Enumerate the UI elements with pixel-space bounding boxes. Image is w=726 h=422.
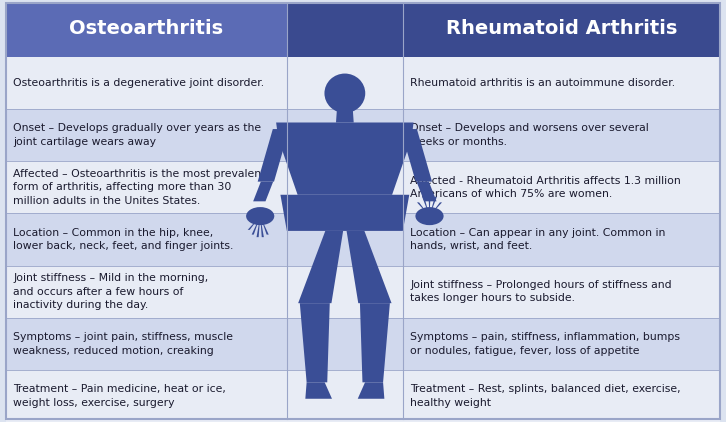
FancyBboxPatch shape: [403, 2, 720, 57]
Ellipse shape: [246, 207, 274, 225]
Text: Joint stiffness – Prolonged hours of stiffness and
takes longer hours to subside: Joint stiffness – Prolonged hours of sti…: [410, 280, 672, 303]
Polygon shape: [260, 216, 269, 235]
Text: Symptoms – pain, stiffness, inflammation, bumps
or nodules, fatigue, fever, loss: Symptoms – pain, stiffness, inflammation…: [410, 332, 680, 356]
Polygon shape: [422, 197, 430, 216]
Polygon shape: [430, 197, 437, 216]
FancyBboxPatch shape: [6, 214, 720, 265]
Polygon shape: [280, 195, 409, 231]
Text: Osteoarthritis is a degenerative joint disorder.: Osteoarthritis is a degenerative joint d…: [13, 78, 264, 88]
Text: Joint stiffness – Mild in the morning,
and occurs after a few hours of
inactivit: Joint stiffness – Mild in the morning, a…: [13, 273, 208, 310]
Text: Rheumatoid Arthritis: Rheumatoid Arthritis: [446, 19, 677, 38]
FancyBboxPatch shape: [6, 161, 720, 214]
Text: Symptoms – joint pain, stiffness, muscle
weakness, reduced motion, creaking: Symptoms – joint pain, stiffness, muscle…: [13, 332, 233, 356]
Polygon shape: [430, 203, 442, 216]
Polygon shape: [417, 181, 436, 201]
Polygon shape: [258, 129, 289, 181]
FancyBboxPatch shape: [6, 57, 720, 109]
Polygon shape: [417, 203, 430, 216]
Polygon shape: [260, 216, 264, 237]
Polygon shape: [306, 382, 332, 399]
Polygon shape: [360, 303, 390, 382]
FancyBboxPatch shape: [6, 2, 287, 57]
Text: Treatment – Rest, splints, balanced diet, exercise,
healthy weight: Treatment – Rest, splints, balanced diet…: [410, 384, 681, 408]
Text: Onset – Develops gradually over years as the
joint cartilage wears away: Onset – Develops gradually over years as…: [13, 123, 261, 147]
Polygon shape: [358, 382, 384, 399]
Text: Location – Common in the hip, knee,
lower back, neck, feet, and finger joints.: Location – Common in the hip, knee, lowe…: [13, 228, 234, 251]
Text: Onset – Develops and worsens over several
weeks or months.: Onset – Develops and worsens over severa…: [410, 123, 649, 147]
FancyBboxPatch shape: [6, 370, 720, 422]
Polygon shape: [253, 181, 273, 201]
Polygon shape: [401, 129, 432, 181]
FancyBboxPatch shape: [6, 318, 720, 370]
Polygon shape: [336, 111, 354, 122]
Text: Osteoarthritis: Osteoarthritis: [69, 19, 224, 38]
Ellipse shape: [415, 207, 444, 225]
Text: Rheumatoid arthritis is an autoimmune disorder.: Rheumatoid arthritis is an autoimmune di…: [410, 78, 675, 88]
Polygon shape: [300, 303, 330, 382]
Text: Treatment – Pain medicine, heat or ice,
weight loss, exercise, surgery: Treatment – Pain medicine, heat or ice, …: [13, 384, 226, 408]
FancyBboxPatch shape: [6, 265, 720, 318]
Polygon shape: [256, 216, 260, 237]
Polygon shape: [428, 195, 431, 216]
FancyBboxPatch shape: [287, 2, 403, 57]
Polygon shape: [276, 122, 414, 195]
Polygon shape: [298, 231, 343, 303]
Text: Affected - Rheumatoid Arthritis affects 1.3 million
Americans of which 75% are w: Affected - Rheumatoid Arthritis affects …: [410, 176, 681, 199]
Text: Affected – Osteoarthritis is the most prevalent
form of arthritis, affecting mor: Affected – Osteoarthritis is the most pr…: [13, 169, 266, 206]
Polygon shape: [346, 231, 391, 303]
Polygon shape: [248, 216, 260, 230]
Polygon shape: [252, 216, 260, 235]
Ellipse shape: [325, 73, 365, 113]
FancyBboxPatch shape: [6, 109, 720, 161]
Text: Location – Can appear in any joint. Common in
hands, wrist, and feet.: Location – Can appear in any joint. Comm…: [410, 228, 666, 251]
